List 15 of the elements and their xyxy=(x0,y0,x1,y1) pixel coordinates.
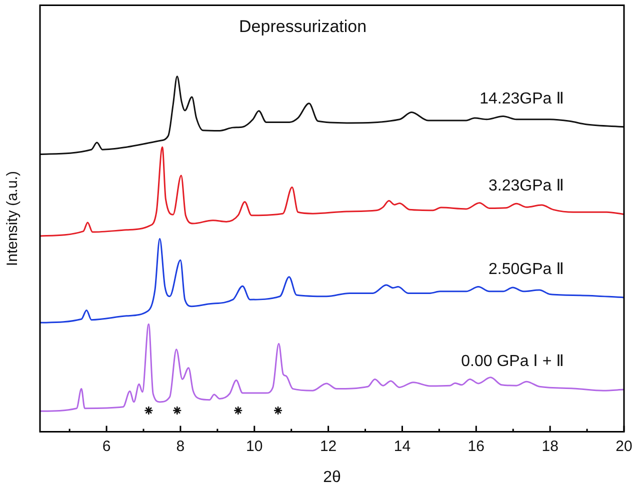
x-tick-label: 18 xyxy=(542,438,558,455)
series-label: 2.50GPa Ⅱ xyxy=(488,260,564,278)
series-label: 0.00 GPa Ⅰ + Ⅱ xyxy=(461,352,564,370)
chart-title: Depressurization xyxy=(239,16,367,36)
x-tick-label: 8 xyxy=(176,438,185,455)
series-label: 14.23GPa Ⅱ xyxy=(480,90,564,108)
x-axis-title: 2θ xyxy=(323,468,341,486)
x-tick-label: 14 xyxy=(394,438,411,455)
x-tick-label: 6 xyxy=(102,438,111,455)
x-tick-label: 16 xyxy=(468,438,484,455)
series-label: 3.23GPa Ⅱ xyxy=(488,178,564,195)
x-tick-label: 10 xyxy=(246,438,263,455)
y-axis-title: Intensity (a.u.) xyxy=(4,171,22,266)
x-tick-label: 20 xyxy=(616,438,632,455)
x-tick-label: 12 xyxy=(320,438,337,455)
